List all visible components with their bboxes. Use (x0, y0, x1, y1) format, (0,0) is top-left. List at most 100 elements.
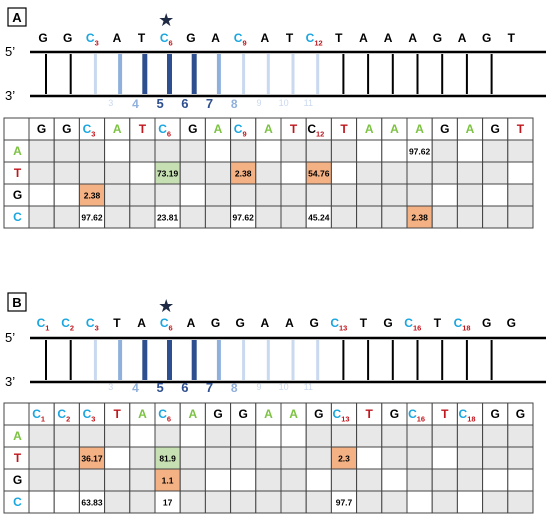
position-label: 10 (279, 382, 289, 392)
table-cell (406, 490, 433, 514)
header-base: G (440, 122, 449, 136)
table-cell (28, 446, 55, 470)
table-cell (381, 446, 408, 470)
header-base: T (366, 407, 374, 421)
table-cell (255, 468, 282, 492)
table-cell (179, 424, 206, 448)
table-cell (104, 139, 131, 163)
position-label: 8 (231, 97, 238, 111)
sequence-base: G (38, 31, 47, 45)
table-cell (179, 183, 206, 207)
cell-value: 97.62 (81, 213, 103, 223)
row-label: C (13, 210, 22, 224)
position-label: 4 (132, 381, 139, 395)
table-cell (456, 161, 484, 185)
header-base: T (441, 407, 449, 421)
row-label: A (13, 429, 22, 443)
header-base: G (390, 407, 399, 421)
position-label: 7 (206, 380, 213, 395)
star-icon: ★ (158, 10, 174, 31)
sequence-base: C3 (86, 316, 99, 333)
table-cell (456, 139, 484, 163)
table-cell (330, 183, 358, 207)
table-cell (356, 205, 383, 229)
table-cell (28, 161, 55, 185)
position-label: 11 (304, 98, 313, 108)
table-cell (406, 424, 433, 448)
table-cell (53, 183, 80, 207)
header-base: G (213, 407, 222, 421)
table-cell (204, 490, 232, 514)
table-cell (179, 490, 206, 514)
table-cell (507, 424, 534, 448)
header-base: G (314, 407, 323, 421)
position-label: 8 (231, 381, 238, 395)
table-cell (356, 490, 383, 514)
table-cell (255, 424, 282, 448)
table-cell (179, 468, 206, 492)
sequence-base: A (261, 316, 270, 330)
table-cell (456, 446, 484, 470)
table-cell (456, 183, 484, 207)
table-cell (230, 468, 257, 492)
row-label: T (14, 166, 22, 180)
table-cell (507, 161, 534, 185)
position-label: 3 (108, 98, 113, 108)
header-base: G (62, 122, 71, 136)
table-cell (431, 161, 458, 185)
cell-value: 45.24 (308, 213, 330, 223)
sequence-base: T (508, 31, 516, 45)
header-base: A (138, 407, 147, 421)
sequence-base: G (63, 31, 72, 45)
position-label: 5 (157, 380, 164, 395)
position-label: 3 (108, 382, 113, 392)
cell-value: 23.81 (157, 213, 179, 223)
sequence-base: A (211, 31, 220, 45)
header-base: A (264, 122, 273, 136)
table-cell (204, 468, 232, 492)
table-cell (104, 161, 131, 185)
cell-value: 2.38 (84, 191, 101, 201)
table-cell (507, 183, 534, 207)
table-cell (381, 490, 408, 514)
table-cell (230, 446, 257, 470)
sequence-base: G (186, 31, 195, 45)
strand-3-label: 3’ (5, 374, 15, 389)
table-cell (255, 490, 282, 514)
table-cell (482, 205, 509, 229)
sequence-base: G (482, 31, 491, 45)
table-cell (53, 424, 80, 448)
table-cell (78, 139, 106, 163)
sequence-base: T (113, 316, 121, 330)
header-base: A (390, 122, 399, 136)
table-cell (330, 139, 358, 163)
table-cell (129, 424, 156, 448)
sequence-base: T (335, 31, 343, 45)
table-cell (431, 205, 458, 229)
table-cell (456, 490, 484, 514)
sequence-base: G (211, 316, 220, 330)
cell-value: 97.7 (336, 498, 353, 508)
sequence-base: G (482, 316, 491, 330)
table-cell (356, 183, 383, 207)
header-base: T (139, 122, 147, 136)
header-base: A (365, 122, 374, 136)
table-cell (230, 490, 257, 514)
table-cell (255, 139, 282, 163)
sequence-base: A (408, 31, 417, 45)
sequence-base: A (285, 316, 294, 330)
table-cell (406, 446, 433, 470)
table-cell (53, 205, 80, 229)
sequence-base: C2 (61, 316, 74, 333)
table-cell (255, 446, 282, 470)
strand-3-label: 3’ (5, 88, 15, 103)
table-cell (431, 446, 458, 470)
header-base: T (340, 122, 348, 136)
sequence-base: C16 (404, 316, 421, 333)
header-base: A (214, 122, 223, 136)
table-cell (204, 446, 232, 470)
table-cell (507, 490, 534, 514)
table-cell (280, 468, 307, 492)
table-cell (507, 468, 534, 492)
